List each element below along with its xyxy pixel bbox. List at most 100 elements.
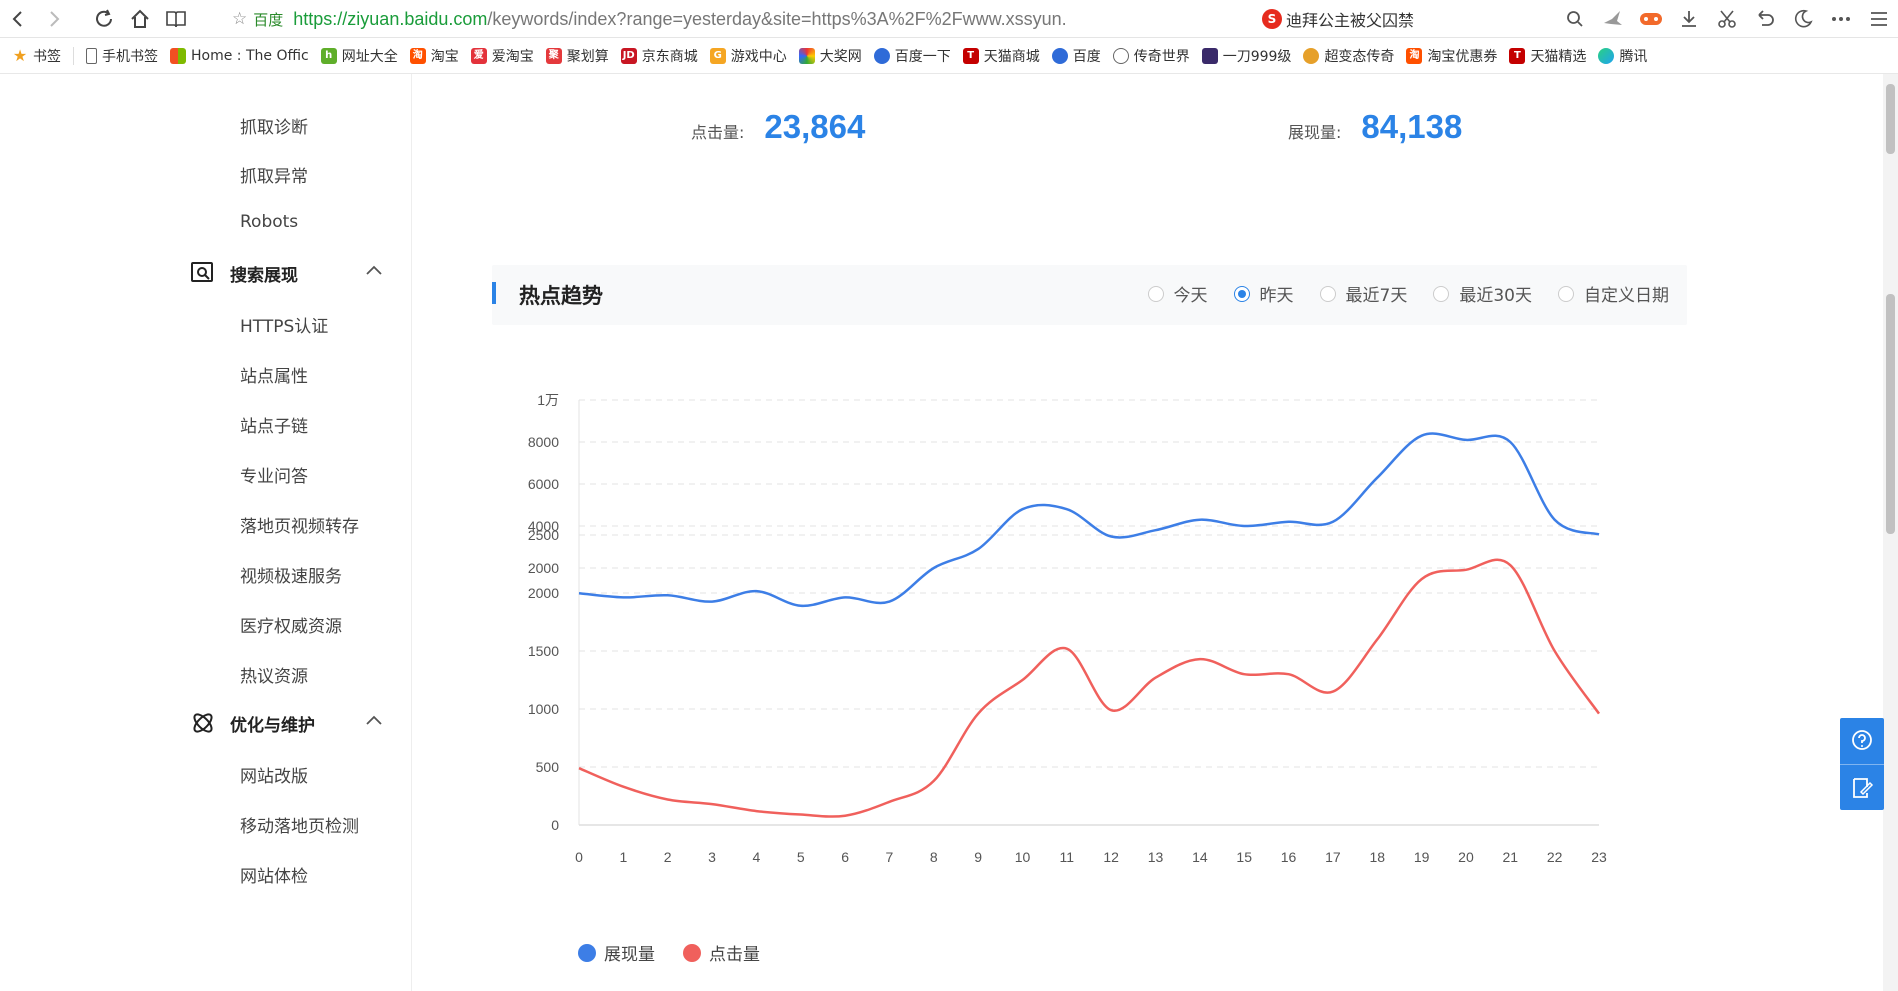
- bookmark-item[interactable]: JD 京东商城: [620, 47, 698, 65]
- address-bar[interactable]: ☆ 百度 https://ziyuan.baidu.com/keywords/i…: [232, 4, 1232, 34]
- bookmark-item[interactable]: 手机书签: [86, 46, 158, 66]
- screenshot-button[interactable]: [1708, 0, 1746, 38]
- sidebar-group-optimize[interactable]: 优化与维护: [190, 710, 390, 736]
- hot-search-text: 迪拜公主被父囚禁: [1286, 11, 1415, 30]
- bookmark-item[interactable]: 爱爱淘宝: [470, 46, 534, 66]
- sidebar-item-sitelinks[interactable]: 站点子链: [240, 417, 308, 437]
- undo-close-button[interactable]: [1746, 0, 1784, 38]
- bookmark-item[interactable]: Home : The Offic: [170, 47, 309, 64]
- more-button[interactable]: [1822, 0, 1860, 38]
- range-30days[interactable]: 最近30天: [1433, 281, 1532, 306]
- bookmark-item[interactable]: T 天猫精选: [1509, 46, 1586, 66]
- bookmark-item[interactable]: 一刀999级: [1201, 46, 1291, 66]
- clicks-stat: 点击量: 23,864: [691, 108, 865, 146]
- y-tick-label: 4000: [528, 518, 559, 534]
- range-custom[interactable]: 自定义日期: [1558, 281, 1669, 306]
- y-tick-label: 2500: [528, 527, 559, 543]
- bookmark-item[interactable]: ★ 书签: [12, 45, 61, 65]
- sidebar-item-crawl-diagnosis[interactable]: 抓取诊断: [240, 118, 308, 138]
- scrollbar-thumb[interactable]: [1886, 294, 1895, 534]
- x-tick-label: 23: [1591, 849, 1607, 865]
- sidebar-item-mobile-landing[interactable]: 移动落地页检测: [240, 817, 359, 837]
- legend-swatch: [578, 943, 596, 962]
- x-tick-label: 5: [797, 849, 805, 865]
- question-icon: [1852, 730, 1872, 750]
- sidebar-item-site-property[interactable]: 站点属性: [240, 367, 308, 387]
- bird-extension-button[interactable]: [1594, 0, 1632, 38]
- bird-icon: [1604, 11, 1622, 25]
- sidebar-item-https[interactable]: HTTPS认证: [240, 317, 329, 337]
- x-tick-label: 19: [1414, 849, 1430, 865]
- legend-impressions[interactable]: 展现量: [578, 940, 655, 965]
- back-button[interactable]: [0, 0, 36, 38]
- bookmark-item[interactable]: 淘淘宝: [409, 46, 459, 66]
- help-button[interactable]: [1840, 718, 1884, 764]
- night-mode-button[interactable]: [1784, 0, 1822, 38]
- bookmark-item[interactable]: 腾讯: [1598, 46, 1647, 66]
- sidebar-item-medical[interactable]: 医疗权威资源: [240, 617, 342, 637]
- favorite-star-icon[interactable]: ☆: [232, 9, 248, 29]
- forward-button[interactable]: [36, 0, 72, 38]
- chevron-up-icon[interactable]: [365, 264, 383, 276]
- feedback-button[interactable]: [1840, 764, 1884, 810]
- hamburger-icon: [1871, 12, 1887, 26]
- search-button[interactable]: [1556, 0, 1594, 38]
- y-tick-label: 500: [536, 759, 560, 775]
- bookmark-item[interactable]: 百度: [1051, 46, 1101, 66]
- more-dots-icon: [1832, 17, 1850, 21]
- game-center-icon: G: [709, 47, 726, 64]
- scissors-icon: [1718, 10, 1736, 28]
- x-tick-label: 22: [1547, 849, 1563, 865]
- bookmark-item[interactable]: 大奖网: [798, 46, 862, 66]
- sidebar-item-site-checkup[interactable]: 网站体检: [240, 867, 308, 887]
- menu-button[interactable]: [1860, 0, 1898, 38]
- home-button[interactable]: [122, 0, 158, 38]
- sidebar-item-site-revision[interactable]: 网站改版: [240, 767, 308, 787]
- reading-mode-button[interactable]: [158, 0, 194, 38]
- download-button[interactable]: [1670, 0, 1708, 38]
- bookmark-item[interactable]: 百度一下: [873, 46, 951, 66]
- trend-chart[interactable]: 1万 8000 6000 4000 2000 2500 2000 1500 1000 500 00 1…: [413, 364, 1883, 954]
- edit-icon: [1853, 777, 1874, 798]
- game-button[interactable]: [1632, 0, 1670, 38]
- x-tick-label: 11: [1060, 849, 1075, 865]
- radio-icon: [1558, 285, 1574, 302]
- legend-game-icon: [1303, 47, 1320, 64]
- sidebar-item-crawl-errors[interactable]: 抓取异常: [240, 167, 308, 187]
- sidebar-item-qa[interactable]: 专业问答: [240, 467, 308, 487]
- bookmark-item[interactable]: 淘淘宝优惠券: [1406, 46, 1497, 66]
- bookmark-item[interactable]: G 游戏中心: [709, 46, 787, 66]
- y-tick-label: 2000: [528, 560, 559, 576]
- bookmark-item[interactable]: h 网址大全: [320, 46, 398, 66]
- globe-icon: [1112, 47, 1129, 64]
- sidebar-item-hot-resources[interactable]: 热议资源: [240, 667, 308, 687]
- sidebar-item-video-dump[interactable]: 落地页视频转存: [240, 517, 359, 537]
- bookmarks-bar: ★ 书签 手机书签 Home : The Offic h 网址大全 淘淘宝 爱爱淘宝…: [0, 38, 1898, 74]
- x-tick-label: 3: [708, 849, 716, 865]
- x-tick-label: 12: [1103, 849, 1119, 865]
- range-today[interactable]: 今天: [1147, 281, 1208, 306]
- page-scrollbar[interactable]: [1883, 74, 1898, 991]
- clicks-value: 23,864: [764, 108, 866, 145]
- url-text[interactable]: https://ziyuan.baidu.com/keywords/index?…: [293, 9, 1066, 30]
- reload-button[interactable]: [86, 0, 122, 38]
- range-yesterday[interactable]: 昨天: [1233, 281, 1294, 306]
- radio-icon: [1147, 285, 1164, 302]
- legend-clicks[interactable]: 点击量: [683, 940, 760, 965]
- hot-search[interactable]: S 迪拜公主被父囚禁: [1262, 4, 1414, 34]
- aitaobao-icon: 爱: [470, 47, 487, 64]
- x-tick-label: 10: [1015, 849, 1031, 865]
- sidebar-group-search[interactable]: 搜索展现: [190, 260, 390, 286]
- sidebar-item-robots[interactable]: Robots: [240, 212, 299, 232]
- scrollbar-thumb[interactable]: [1886, 84, 1895, 154]
- y-tick-label: 1万: [537, 392, 559, 408]
- bookmark-item[interactable]: 聚聚划算: [545, 46, 609, 66]
- chevron-up-icon[interactable]: [365, 714, 383, 726]
- home-icon: [131, 9, 149, 28]
- range-7days[interactable]: 最近7天: [1319, 281, 1407, 306]
- bookmark-item[interactable]: 传奇世界: [1112, 46, 1190, 66]
- bookmark-item[interactable]: 超变态传奇: [1303, 46, 1394, 66]
- bookmark-item[interactable]: T 天猫商城: [962, 46, 1040, 66]
- baidu-paw-icon: [1051, 47, 1068, 64]
- sidebar-item-video-speed[interactable]: 视频极速服务: [240, 567, 342, 587]
